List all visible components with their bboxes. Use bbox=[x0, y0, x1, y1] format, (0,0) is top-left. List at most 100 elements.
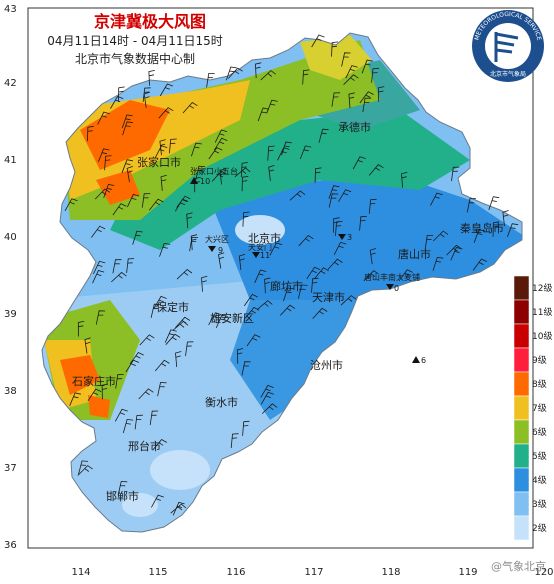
legend-label: 6级 bbox=[532, 426, 547, 438]
lon-tick: 116 bbox=[226, 567, 245, 578]
station-value: 9 bbox=[218, 246, 223, 255]
legend-swatch bbox=[513, 299, 530, 325]
station-marker: 张家口小五台 10 bbox=[190, 166, 238, 186]
city-label-tianjin: 天津市 bbox=[312, 290, 345, 304]
lat-tick: 40 bbox=[4, 232, 17, 243]
triangle-down-icon bbox=[252, 252, 260, 258]
city-label-zhangjiakou: 张家口市 bbox=[137, 155, 181, 169]
wind-barb-icon bbox=[318, 128, 329, 143]
triangle-down-icon bbox=[338, 234, 346, 240]
wind-barb-icon bbox=[175, 351, 182, 368]
wind-barb-icon bbox=[281, 141, 292, 156]
wind-barb-icon bbox=[104, 155, 112, 171]
lon-tick: 115 bbox=[148, 567, 167, 578]
wind-barb-icon bbox=[129, 351, 144, 365]
lat-tick: 41 bbox=[4, 155, 17, 166]
legend-swatch bbox=[513, 491, 530, 517]
legend-swatch bbox=[513, 419, 530, 445]
wind-barb-icon bbox=[110, 96, 124, 109]
legend-swatch bbox=[513, 443, 530, 469]
wind-barb-icon bbox=[264, 277, 271, 294]
wind-barb-icon bbox=[114, 408, 128, 422]
wind-barb-icon bbox=[311, 34, 325, 48]
legend-swatch bbox=[513, 467, 530, 493]
wind-barb-icon bbox=[93, 260, 106, 275]
wind-barb-icon bbox=[160, 174, 167, 191]
wind-barb-icon bbox=[152, 438, 167, 451]
wind-barb-icon bbox=[112, 259, 122, 274]
wind-barb-icon bbox=[335, 221, 343, 236]
wind-barb-icon bbox=[430, 192, 443, 206]
wind-barb-icon bbox=[174, 198, 189, 212]
wind-barb-icon bbox=[238, 253, 246, 270]
wind-barb-icon bbox=[151, 494, 164, 508]
wind-barb-icon bbox=[432, 256, 444, 271]
wind-barb-icon bbox=[492, 221, 500, 237]
legend-label: 12级 bbox=[532, 282, 552, 294]
wind-barb-icon bbox=[158, 107, 174, 119]
wind-barb-icon bbox=[298, 234, 314, 247]
wind-level-fill bbox=[42, 35, 522, 532]
lon-tick: 117 bbox=[304, 567, 323, 578]
city-label-xiongan: 雄安新区 bbox=[210, 311, 254, 325]
legend-swatch bbox=[513, 395, 530, 421]
level-2-area-1 bbox=[235, 215, 285, 245]
wind-barb-icon bbox=[225, 66, 237, 81]
wind-barb-icon bbox=[91, 225, 106, 238]
wind-barb-icon bbox=[331, 41, 339, 57]
station-marker: 6 bbox=[412, 356, 426, 365]
wind-barb-icon bbox=[298, 284, 308, 299]
wind-barb-icon bbox=[302, 69, 310, 85]
legend-swatch bbox=[513, 347, 530, 373]
legend-label: 8级 bbox=[532, 378, 547, 390]
watermark: @气象北京 bbox=[491, 560, 546, 573]
wind-barb-icon bbox=[126, 258, 135, 273]
map-frame bbox=[27, 7, 534, 549]
wind-barb-icon bbox=[172, 501, 185, 516]
city-label-handan: 邯郸市 bbox=[106, 489, 139, 503]
wind-barb-icon bbox=[159, 139, 166, 156]
wind-barb-icon bbox=[176, 268, 193, 280]
station-marker: 3 bbox=[338, 233, 352, 242]
wind-barb-icon bbox=[246, 334, 261, 347]
wind-barb-icon bbox=[352, 156, 366, 170]
triangle-down-icon bbox=[208, 246, 216, 252]
legend-label: 7级 bbox=[532, 402, 547, 414]
wind-barb-icon bbox=[359, 91, 374, 104]
wind-barb-icon bbox=[77, 465, 93, 476]
wind-barb-icon bbox=[218, 252, 225, 269]
wind-barb-icon bbox=[206, 73, 215, 88]
wind-barb-icon bbox=[164, 329, 177, 343]
wind-barb-icon bbox=[122, 419, 134, 434]
city-label-shijiazhuang: 石家庄市 bbox=[72, 374, 116, 388]
station-markers: 张家口小五台 10 大兴区 9 天安门 11 3 唐山丰南大麦铺 0 bbox=[190, 166, 426, 365]
wind-barb-icon bbox=[142, 87, 151, 103]
wind-barb-icon bbox=[190, 234, 198, 251]
time-range: 04月11日14时 - 04月11日15时 bbox=[47, 34, 223, 48]
wind-barb-icon bbox=[328, 193, 339, 208]
wind-barb-icon bbox=[312, 307, 328, 319]
wind-barb-icon bbox=[269, 242, 283, 256]
wind-barb-icon bbox=[362, 97, 372, 113]
wind-barb-icon bbox=[87, 125, 94, 142]
wind-barb-icon bbox=[215, 314, 228, 329]
wind-barb-icon bbox=[98, 148, 110, 162]
wind-barb-icon bbox=[371, 67, 380, 83]
legend-label: 4级 bbox=[532, 474, 547, 486]
wind-barb-icon bbox=[260, 391, 274, 405]
cma-logo: METEOROLOGICAL SERVICE 北京市气象局 bbox=[472, 10, 544, 82]
lon-tick: 119 bbox=[458, 567, 477, 578]
wind-barb-icon bbox=[368, 164, 384, 176]
station-value: 0 bbox=[394, 284, 399, 293]
station-marker: 天安门 11 bbox=[248, 242, 272, 260]
wind-barb-icon bbox=[94, 188, 111, 200]
legend-swatch bbox=[513, 371, 530, 397]
wind-barb-icon bbox=[97, 111, 110, 125]
wind-barb-icon bbox=[111, 271, 127, 283]
wind-barb-icon bbox=[254, 62, 262, 79]
city-label-baoding: 保定市 bbox=[156, 300, 189, 314]
wind-barb-icon bbox=[502, 210, 509, 227]
wind-barb-icon bbox=[101, 383, 109, 400]
